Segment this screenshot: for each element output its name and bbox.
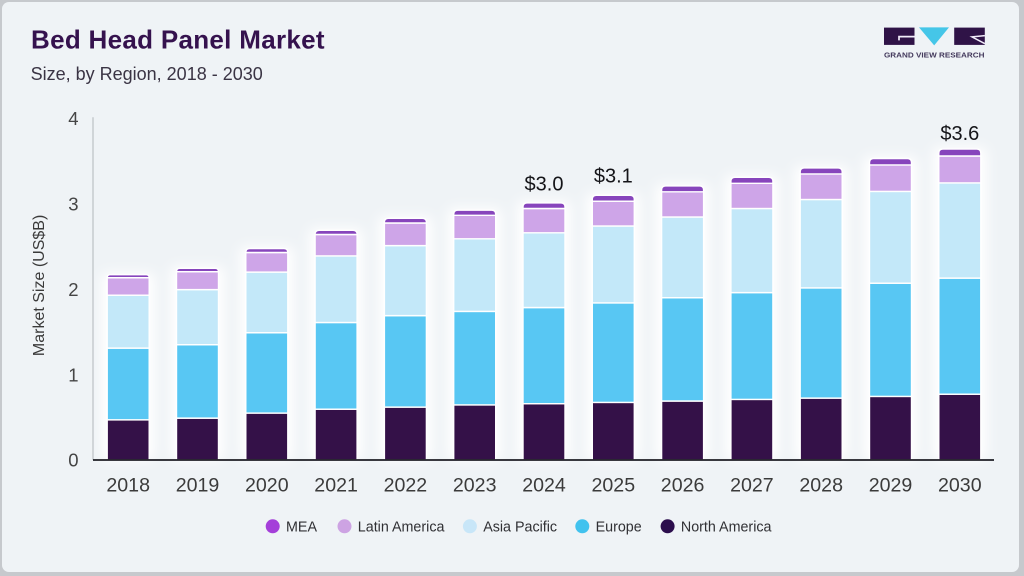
svg-text:2: 2 xyxy=(68,279,78,300)
svg-text:Size, by Region, 2018 - 2030: Size, by Region, 2018 - 2030 xyxy=(31,64,263,84)
svg-text:Market Size (US$B): Market Size (US$B) xyxy=(31,215,48,356)
svg-text:Europe: Europe xyxy=(596,519,642,535)
svg-text:2029: 2029 xyxy=(869,475,913,497)
svg-text:2020: 2020 xyxy=(245,475,289,497)
svg-text:GRAND VIEW RESEARCH: GRAND VIEW RESEARCH xyxy=(884,50,985,59)
svg-text:2019: 2019 xyxy=(176,475,220,497)
svg-text:2024: 2024 xyxy=(522,475,566,497)
svg-text:Asia Pacific: Asia Pacific xyxy=(483,519,557,535)
svg-text:2022: 2022 xyxy=(384,475,428,497)
svg-text:2030: 2030 xyxy=(938,475,982,497)
svg-text:1: 1 xyxy=(68,364,78,385)
svg-text:2021: 2021 xyxy=(314,475,358,497)
svg-text:$3.6: $3.6 xyxy=(940,123,979,145)
svg-text:2025: 2025 xyxy=(592,475,636,497)
svg-text:Latin America: Latin America xyxy=(358,519,445,535)
svg-text:MEA: MEA xyxy=(286,519,317,535)
svg-text:2028: 2028 xyxy=(799,475,843,497)
svg-text:Bed Head Panel Market: Bed Head Panel Market xyxy=(31,25,325,55)
svg-text:0: 0 xyxy=(68,450,78,471)
svg-text:3: 3 xyxy=(68,194,78,215)
svg-text:2018: 2018 xyxy=(106,475,150,497)
svg-text:$3.1: $3.1 xyxy=(594,166,633,188)
svg-text:2027: 2027 xyxy=(730,475,774,497)
svg-text:4: 4 xyxy=(68,108,78,129)
svg-text:2023: 2023 xyxy=(453,475,497,497)
svg-text:2026: 2026 xyxy=(661,475,705,497)
svg-text:$3.0: $3.0 xyxy=(525,174,564,196)
svg-text:North America: North America xyxy=(681,519,772,535)
